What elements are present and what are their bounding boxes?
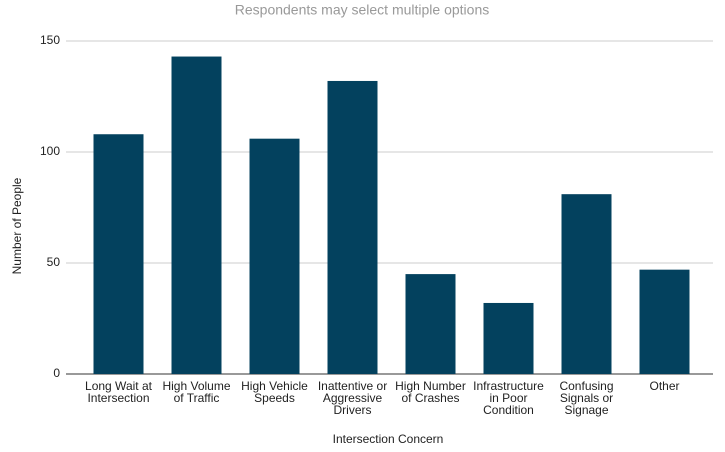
y-tick-label: 100 xyxy=(40,144,60,158)
y-tick-label: 0 xyxy=(53,366,60,380)
bar xyxy=(405,274,456,374)
bar xyxy=(483,302,534,374)
x-tick-label: High Number of Crashes xyxy=(395,379,466,405)
chart-subtitle: Respondents may select multiple options xyxy=(235,2,489,18)
x-tick-label: Other xyxy=(649,379,680,393)
bar xyxy=(171,56,222,374)
y-axis-title: Number of People xyxy=(10,177,24,274)
x-tick-label: High Vehicle Speeds xyxy=(241,379,308,405)
x-tick-label: Inattentive or Aggressive Drivers xyxy=(317,379,388,417)
bar xyxy=(327,80,378,375)
bar xyxy=(639,269,690,374)
bar xyxy=(561,194,612,374)
y-tick-label: 150 xyxy=(40,33,60,47)
y-tick-label: 50 xyxy=(47,255,61,269)
x-tick-label: Long Wait at Intersection xyxy=(85,379,152,405)
x-tick-label: Infrastructure in Poor Condition xyxy=(473,379,544,417)
x-axis-title: Intersection Concern xyxy=(333,432,444,446)
bar xyxy=(249,138,300,374)
x-tick-label: High Volume of Traffic xyxy=(162,379,231,405)
x-tick-label: Confusing Signals or Signage xyxy=(559,379,614,417)
bar xyxy=(93,134,144,374)
